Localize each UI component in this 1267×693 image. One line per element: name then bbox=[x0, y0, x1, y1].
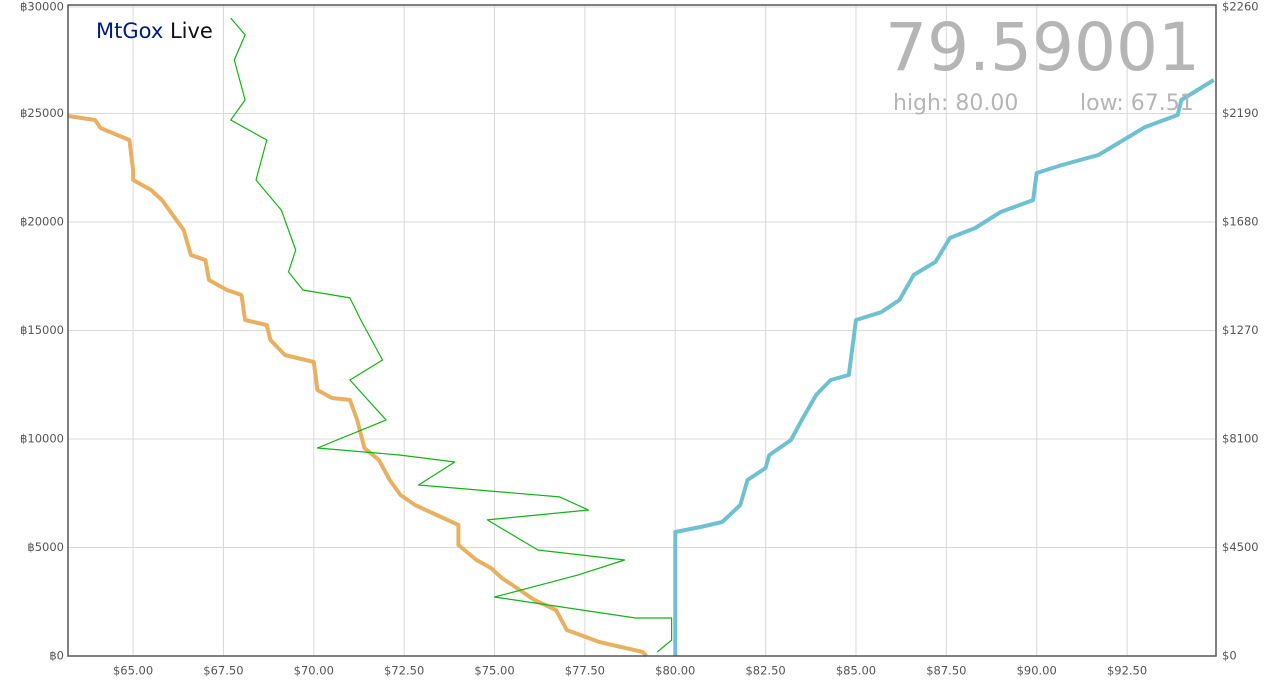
y2-tick-label: $1680 bbox=[1222, 215, 1259, 229]
y-tick-label: ฿20000 bbox=[20, 215, 64, 229]
y-tick-label: ฿0 bbox=[49, 649, 64, 663]
y-tick-label: ฿30000 bbox=[20, 0, 64, 14]
plot-border bbox=[67, 4, 1217, 657]
y2-tick-label: $4500 bbox=[1222, 540, 1259, 554]
low: low: 67.51 bbox=[1080, 91, 1194, 116]
x-tick-label: $67.50 bbox=[203, 664, 243, 678]
depth-line bbox=[673, 78, 1215, 656]
y-tick-label: ฿25000 bbox=[20, 106, 64, 120]
price: 79.59001 bbox=[885, 9, 1200, 86]
depth-line bbox=[67, 114, 648, 658]
y2-tick-label: $2260 bbox=[1222, 0, 1259, 14]
x-tick-label: $72.50 bbox=[384, 664, 424, 678]
y2-tick-label: $2190 bbox=[1222, 106, 1259, 120]
x-tick-label: $65.00 bbox=[113, 664, 153, 678]
x-tick-label: $70.00 bbox=[294, 664, 334, 678]
y2-tick-label: $8100 bbox=[1222, 432, 1259, 446]
x-tick-label: $80.00 bbox=[655, 664, 695, 678]
x-tick-label: $82.50 bbox=[745, 664, 785, 678]
depth-line bbox=[230, 17, 673, 653]
x-tick-label: $87.50 bbox=[926, 664, 966, 678]
x-tick-label: $90.00 bbox=[1017, 664, 1057, 678]
y2-tick-label: $0 bbox=[1222, 649, 1237, 663]
y-tick-label: ฿10000 bbox=[20, 432, 64, 446]
grid bbox=[68, 5, 1216, 657]
chart-title: MtGox Live bbox=[96, 19, 213, 43]
y-tick-label: ฿5000 bbox=[27, 540, 64, 554]
y-tick-label: ฿15000 bbox=[20, 323, 64, 337]
y2-tick-label: $1270 bbox=[1222, 323, 1259, 337]
high: high: 80.00 bbox=[893, 91, 1018, 116]
x-tick-label: $85.00 bbox=[836, 664, 876, 678]
x-tick-label: $75.00 bbox=[474, 664, 514, 678]
x-tick-label: $92.50 bbox=[1107, 664, 1147, 678]
lines bbox=[67, 17, 1215, 658]
x-tick-label: $77.50 bbox=[565, 664, 605, 678]
